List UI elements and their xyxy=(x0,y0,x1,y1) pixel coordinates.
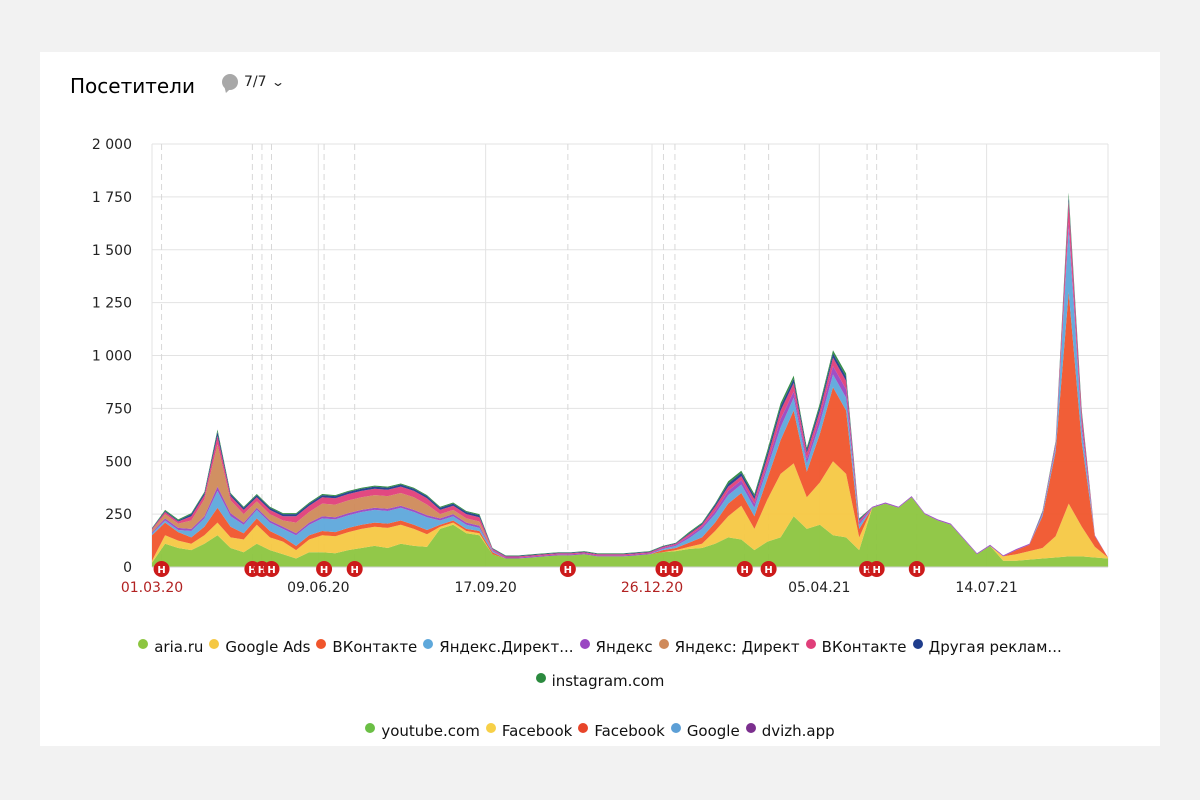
legend-label: Яндекс.Директ... xyxy=(439,638,574,656)
chart-legend: aria.ru Google Ads ВКонтакте Яндекс.Директ.… xyxy=(80,638,1120,740)
area-series-2 xyxy=(152,292,1108,561)
area-series-5 xyxy=(152,222,1108,558)
chart-card xyxy=(40,52,1160,746)
area-series-4 xyxy=(152,222,1108,559)
y-tick-label: 750 xyxy=(105,401,132,417)
legend-item[interactable]: Яндекс xyxy=(579,638,653,656)
annotation-marker-label: Н xyxy=(872,565,880,576)
annotation-marker[interactable] xyxy=(153,561,170,577)
annotation-marker[interactable] xyxy=(316,561,333,577)
notes-toggle[interactable]: 7/7 ⌄ xyxy=(222,74,285,90)
legend-dot-icon xyxy=(485,723,496,733)
legend-label: Facebook xyxy=(594,722,665,740)
legend-label: Google Ads xyxy=(225,638,311,656)
legend-item[interactable]: Яндекс.Директ... xyxy=(423,638,574,656)
x-tick-label: 09.06.20 xyxy=(287,580,349,596)
area-series-1 xyxy=(152,461,1108,563)
annotation-marker-label: Н xyxy=(659,565,667,576)
legend-item[interactable]: Facebook xyxy=(485,722,573,740)
area-series-0 xyxy=(152,497,1108,567)
legend-dot-icon xyxy=(745,723,756,733)
legend-item[interactable]: ВКонтакте xyxy=(316,638,417,656)
annotation-marker-label: Н xyxy=(350,565,358,576)
annotation-marker[interactable] xyxy=(559,561,576,577)
annotation-marker-label: Н xyxy=(267,565,275,576)
legend-dot-icon xyxy=(579,639,590,649)
y-tick-label: 1 000 xyxy=(92,349,132,365)
y-tick-label: 1 250 xyxy=(92,296,132,312)
x-tick-label: 05.04.21 xyxy=(788,580,850,596)
y-tick-label: 1 750 xyxy=(92,190,132,206)
x-tick-label: 26.12.20 xyxy=(621,580,683,596)
annotation-marker[interactable] xyxy=(868,561,885,577)
chevron-down-icon: ⌄ xyxy=(270,75,285,89)
annotation-marker-label: Н xyxy=(564,565,572,576)
annotation-marker-label: Н xyxy=(671,565,679,576)
annotation-marker-label: Н xyxy=(863,565,871,576)
legend-label: Google xyxy=(686,722,740,740)
legend-label: Facebook xyxy=(501,722,573,740)
legend-item[interactable]: Facebook xyxy=(578,722,665,740)
x-tick-label: 01.03.20 xyxy=(121,580,183,596)
legend-item[interactable]: aria.ru xyxy=(138,638,203,656)
legend-dot-icon xyxy=(670,723,681,733)
page-title: Посетители xyxy=(70,74,195,98)
legend-dot-icon xyxy=(209,639,220,649)
annotation-marker-label: Н xyxy=(320,565,328,576)
x-tick-label: 14.07.21 xyxy=(955,580,1017,596)
legend-dot-icon xyxy=(578,723,589,733)
annotation-marker-label: Н xyxy=(157,565,165,576)
legend-label: Яндекс: Директ xyxy=(674,638,800,656)
legend-label: ВКонтакте xyxy=(821,638,907,656)
legend-dot-icon xyxy=(316,639,327,649)
legend-dot-icon xyxy=(423,639,434,649)
legend-label: Яндекс xyxy=(595,638,653,656)
y-tick-label: 500 xyxy=(105,454,132,470)
legend-label: youtube.com xyxy=(381,722,480,740)
annotation-marker[interactable] xyxy=(908,561,925,577)
annotation-marker[interactable] xyxy=(346,561,363,577)
x-tick-label: 17.09.20 xyxy=(454,580,516,596)
legend-label: ВКонтакте xyxy=(332,638,418,656)
legend-dot-icon xyxy=(138,639,149,649)
area-series-3 xyxy=(152,228,1108,559)
legend-dot-icon xyxy=(365,723,376,733)
legend-item[interactable]: Другая реклам... xyxy=(912,638,1062,656)
annotation-marker[interactable] xyxy=(655,561,672,577)
legend-item[interactable]: ВКонтакте xyxy=(805,638,907,656)
legend-dot-icon xyxy=(658,639,669,649)
legend-label: instagram.com xyxy=(551,672,665,690)
annotation-marker-label: Н xyxy=(258,565,266,576)
legend-label: Другая реклам... xyxy=(928,638,1062,656)
legend-label: aria.ru xyxy=(154,638,204,656)
annotation-marker[interactable] xyxy=(736,561,753,577)
legend-dot-icon xyxy=(535,673,546,683)
legend-dot-icon xyxy=(912,639,923,649)
notes-count: 7/7 xyxy=(244,74,267,90)
legend-item[interactable]: Яндекс: Директ xyxy=(658,638,800,656)
legend-item[interactable]: youtube.com xyxy=(365,722,480,740)
annotation-marker-label: Н xyxy=(913,565,921,576)
annotation-marker[interactable] xyxy=(263,561,280,577)
annotation-marker-label: Н xyxy=(248,565,256,576)
legend-item[interactable]: dvizh.app xyxy=(745,722,835,740)
area-series-8 xyxy=(152,192,1108,558)
annotation-marker-label: Н xyxy=(741,565,749,576)
y-tick-label: 0 xyxy=(123,560,132,576)
y-tick-label: 250 xyxy=(105,507,132,523)
annotation-marker-label: Н xyxy=(764,565,772,576)
legend-label: dvizh.app xyxy=(761,722,835,740)
legend-item[interactable]: instagram.com xyxy=(535,672,665,690)
annotation-marker[interactable] xyxy=(760,561,777,577)
legend-dot-icon xyxy=(805,639,816,649)
comment-icon xyxy=(222,74,238,90)
annotation-marker[interactable] xyxy=(666,561,683,577)
legend-item[interactable]: Google Ads xyxy=(209,638,310,656)
y-tick-label: 1 500 xyxy=(92,243,132,259)
area-series-6 xyxy=(152,201,1108,558)
area-series-7 xyxy=(152,196,1108,558)
legend-item[interactable]: Google xyxy=(670,722,740,740)
y-tick-label: 2 000 xyxy=(92,137,132,153)
